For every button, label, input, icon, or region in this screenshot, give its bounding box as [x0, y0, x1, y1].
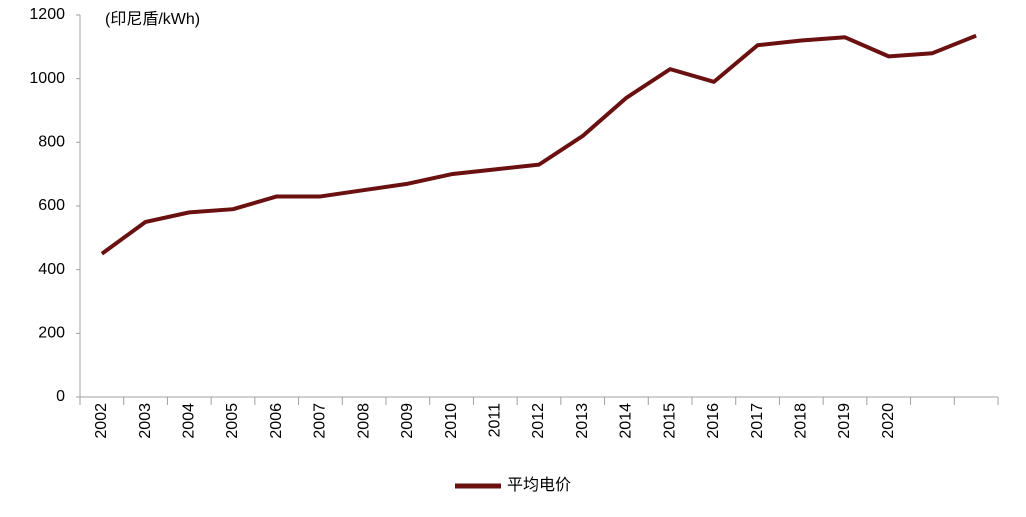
y-tick-label: 800 [38, 134, 65, 151]
x-tick-label: 2005 [224, 403, 241, 439]
x-tick-label: 2002 [93, 403, 110, 439]
y-tick-label: 200 [38, 325, 65, 342]
x-tick-label: 2007 [312, 403, 329, 439]
x-tick-label: 2006 [268, 403, 285, 439]
y-tick-label: 1000 [29, 70, 65, 87]
y-tick-label: 600 [38, 197, 65, 214]
unit-annotation: (印尼盾/kWh) [105, 10, 200, 28]
y-tick-label: 0 [56, 388, 65, 405]
x-tick-label: 2020 [880, 403, 897, 439]
y-tick-label: 400 [38, 261, 65, 278]
x-tick-label: 2016 [705, 403, 722, 439]
x-tick-label: 2009 [399, 403, 416, 439]
x-tick-label: 2019 [836, 403, 853, 439]
x-tick-label: 2015 [661, 403, 678, 439]
x-tick-label: 2014 [618, 403, 635, 439]
line-series [100, 33, 977, 256]
x-tick-label: 2004 [181, 403, 198, 439]
x-tick-label: 2013 [574, 403, 591, 439]
x-tick-label: 2010 [443, 403, 460, 439]
x-tick-label: 2018 [793, 403, 810, 439]
legend-label: 平均电价 [507, 476, 571, 494]
x-tick-label: 2003 [137, 403, 154, 439]
x-tick-label: 2012 [530, 403, 547, 439]
x-tick-label: 2017 [749, 403, 766, 439]
x-tick-label: 2008 [355, 403, 372, 439]
y-tick-label: 1200 [29, 6, 65, 23]
x-tick-label: 2011 [487, 403, 504, 438]
